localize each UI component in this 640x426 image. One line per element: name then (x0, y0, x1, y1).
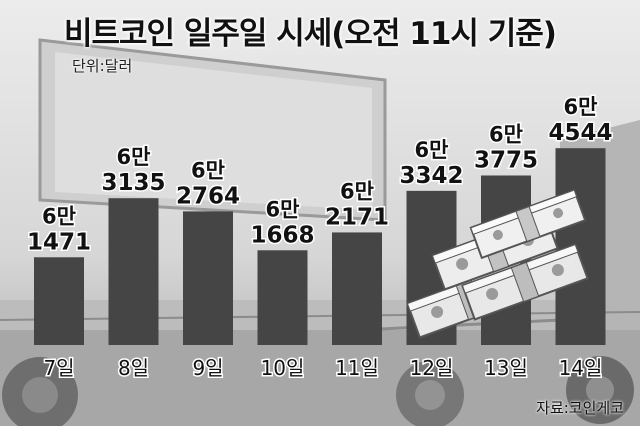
bar-10일 (257, 250, 308, 345)
value-label-bottom: 3135 (101, 170, 165, 196)
value-label-top: 6만 (415, 138, 449, 162)
value-label-bottom: 1668 (250, 222, 314, 248)
bar-9일 (183, 211, 233, 345)
category-label: 8일 (118, 356, 149, 380)
source-credit: 자료:코인게코 (536, 399, 624, 417)
value-label-top: 6만 (266, 197, 300, 221)
value-label-bottom: 1471 (27, 229, 91, 255)
value-label-bottom: 4544 (548, 120, 612, 146)
bar-8일 (108, 198, 159, 345)
value-label-top: 6만 (564, 95, 598, 119)
value-label-top: 6만 (340, 179, 374, 203)
value-label-top: 6만 (489, 122, 523, 146)
value-label-bottom: 3775 (474, 147, 538, 173)
chart-title: 비트코인 일주일 시세(오전 11시 기준) (64, 16, 557, 52)
value-label-top: 6만 (191, 158, 225, 182)
cash-bundle-icon (406, 188, 589, 339)
value-label-top: 6만 (117, 145, 151, 169)
bar-14일 (555, 148, 606, 345)
category-label: 12일 (410, 356, 454, 380)
bar-7일 (34, 257, 84, 345)
value-label-bottom: 2764 (176, 183, 240, 209)
bar-11일 (332, 232, 382, 345)
unit-label: 단위:달러 (72, 57, 133, 75)
labels-group: 6만14717일6만31358일6만27649일6만166810일6만21711… (25, 94, 614, 382)
category-label: 13일 (484, 356, 528, 380)
category-label: 11일 (335, 356, 379, 380)
value-label-top: 6만 (42, 204, 76, 228)
category-label: 14일 (559, 356, 603, 380)
category-label: 10일 (261, 356, 305, 380)
value-label-bottom: 2171 (325, 204, 389, 230)
value-label-bottom: 3342 (399, 163, 463, 189)
category-label: 9일 (192, 356, 223, 380)
category-label: 7일 (43, 356, 74, 380)
